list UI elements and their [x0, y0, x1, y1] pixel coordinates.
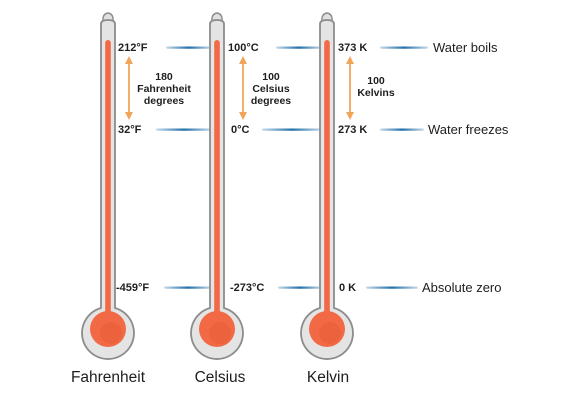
boiling-line-fahrenheit — [166, 46, 212, 49]
absolute-zero-level-lines — [164, 286, 418, 289]
celsius-boiling-value: 100°C — [228, 42, 259, 54]
boiling-level-lines — [166, 46, 428, 49]
freezing-line-celsius — [262, 128, 322, 131]
water-freezes-label: Water freezes — [428, 122, 509, 137]
celsius-scale-name: Celsius — [195, 369, 246, 386]
celsius-interval-unit: Celsius — [252, 83, 290, 95]
value-labels: 212°F 32°F -459°F 100°C 0°C -273°C 373 K… — [116, 42, 367, 294]
mercury-bulb-shadow — [209, 322, 231, 344]
celsius-absolute-zero-value: -273°C — [230, 282, 264, 294]
interval-arrows — [125, 56, 354, 120]
double-arrow-celsius — [239, 56, 247, 120]
kelvin-boiling-value: 373 K — [338, 42, 367, 54]
fahrenheit-absolute-zero-value: -459°F — [116, 282, 149, 294]
freezing-line-kelvin — [380, 128, 424, 131]
kelvin-interval-unit: Kelvins — [357, 87, 395, 99]
event-labels: Water boils Water freezes Absolute zero — [422, 40, 509, 295]
thermometer-fahrenheit — [81, 12, 135, 360]
mercury-bulb-shadow — [319, 322, 341, 344]
fahrenheit-interval-number: 180 — [155, 71, 173, 83]
boiling-line-kelvin — [380, 46, 428, 49]
kelvin-freezing-value: 273 K — [338, 124, 367, 136]
kelvin-absolute-zero-value: 0 K — [339, 282, 356, 294]
kelvin-interval-number: 100 — [367, 75, 385, 87]
mercury-column — [105, 40, 111, 316]
scale-names: Fahrenheit Celsius Kelvin — [71, 369, 349, 386]
fahrenheit-boiling-value: 212°F — [118, 42, 148, 54]
water-boils-label: Water boils — [433, 40, 498, 55]
mercury-bulb-shadow — [100, 322, 122, 344]
celsius-interval-word: degrees — [251, 95, 291, 107]
freezing-level-lines — [156, 128, 424, 131]
fahrenheit-interval-unit: Fahrenheit — [137, 83, 191, 95]
fahrenheit-interval-word: degrees — [144, 95, 184, 107]
zero-line-celsius — [278, 286, 322, 289]
mercury-column — [214, 40, 220, 316]
zero-line-kelvin — [366, 286, 418, 289]
absolute-zero-label: Absolute zero — [422, 280, 502, 295]
fahrenheit-scale-name: Fahrenheit — [71, 369, 146, 386]
interval-notes: 180 Fahrenheit degrees 100 Celsius degre… — [137, 71, 395, 107]
fahrenheit-freezing-value: 32°F — [118, 124, 142, 136]
mercury-column — [324, 40, 330, 316]
double-arrow-kelvin — [346, 56, 354, 120]
thermometer-celsius — [190, 12, 244, 360]
thermometer-kelvin — [300, 12, 354, 360]
kelvin-scale-name: Kelvin — [307, 369, 349, 386]
celsius-interval-number: 100 — [262, 71, 280, 83]
freezing-line-fahrenheit — [156, 128, 212, 131]
celsius-freezing-value: 0°C — [231, 124, 250, 136]
zero-line-fahrenheit — [164, 286, 212, 289]
boiling-line-celsius — [276, 46, 322, 49]
double-arrow-fahrenheit — [125, 56, 133, 120]
